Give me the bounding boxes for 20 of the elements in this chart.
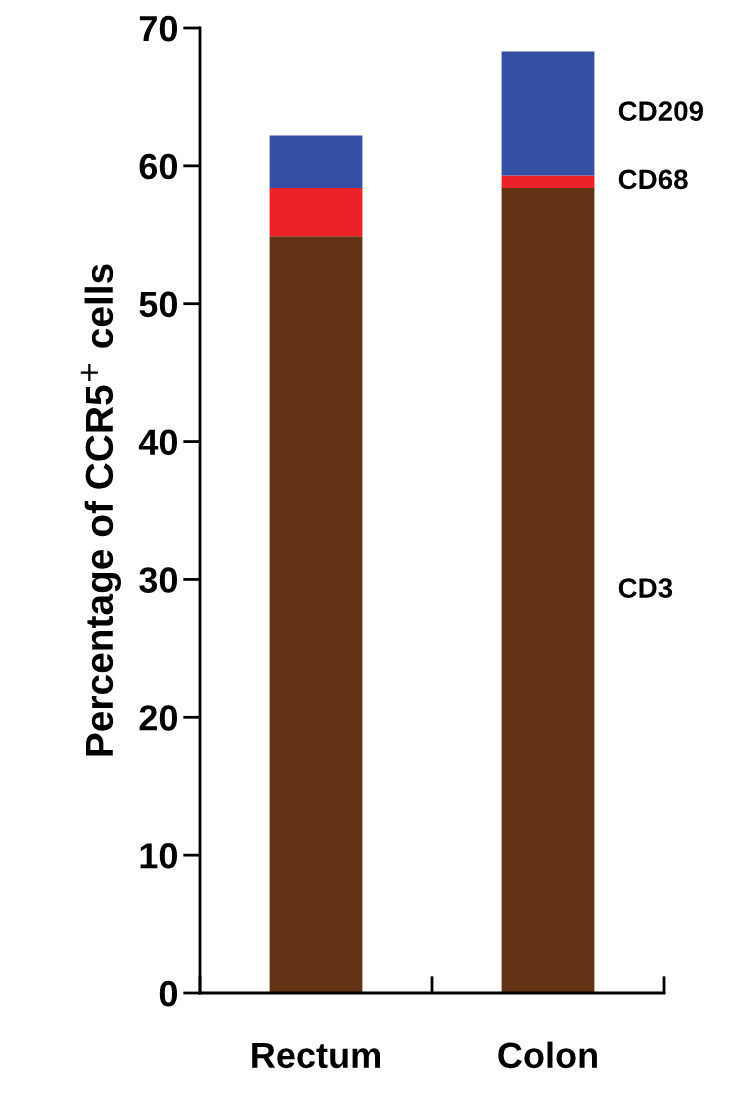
series-label: CD209 [618, 101, 704, 121]
x-tick-label: Rectum [252, 1042, 380, 1069]
series-label: CD68 [618, 169, 688, 190]
series-label: CD3 [618, 578, 673, 598]
y-tick-label: 10 [140, 843, 177, 869]
bar [501, 51, 595, 176]
y-tick-label: 30 [139, 567, 177, 593]
bar [269, 135, 363, 188]
y-tick-label: 0 [159, 980, 177, 1007]
y-tick-label: 20 [139, 705, 177, 731]
bar [269, 236, 363, 993]
y-axis-title: Percentage of CCR5$^{+}$ cells [80, 264, 122, 756]
bar [269, 187, 363, 237]
y-tick-label: 40 [138, 429, 177, 456]
bar [501, 175, 595, 188]
y-tick-label: 60 [139, 153, 177, 180]
bar [501, 187, 595, 993]
y-tick-label: 50 [139, 291, 177, 318]
y-tick-label: 70 [139, 15, 177, 42]
x-tick-label: Colon [498, 1041, 597, 1069]
